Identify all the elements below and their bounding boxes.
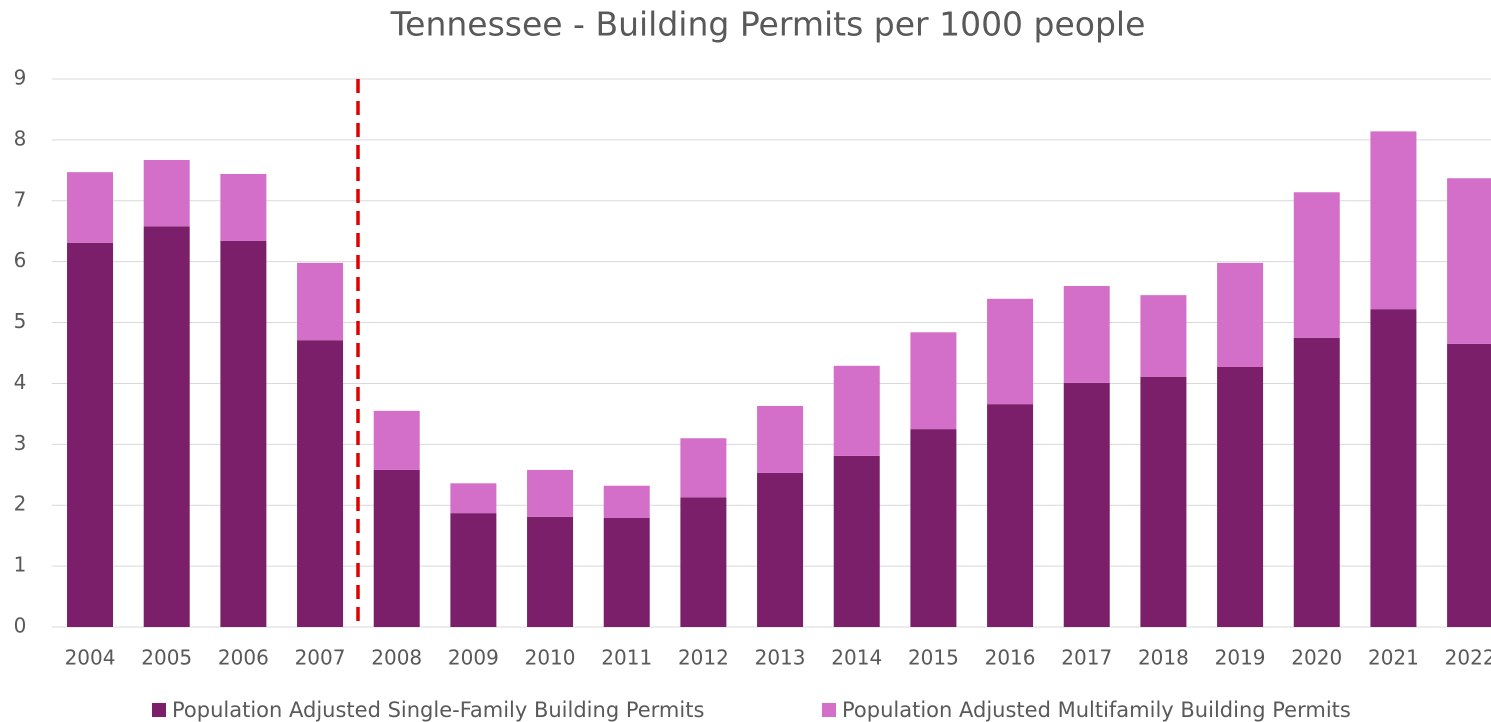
bar-segment	[680, 497, 727, 627]
y-tick-label: 1	[14, 553, 27, 577]
bar-segment	[603, 518, 650, 627]
x-tick-label: 2010	[525, 646, 576, 670]
bar-segment	[1293, 337, 1340, 627]
bar-segment	[603, 485, 650, 519]
bar-segment	[373, 469, 420, 627]
bar-segment	[143, 159, 190, 227]
bar-segment	[1370, 309, 1417, 627]
y-tick-label: 7	[14, 187, 27, 211]
y-tick-label: 0	[14, 614, 27, 638]
y-tick-label: 8	[14, 126, 27, 150]
bar-segment	[1063, 382, 1110, 627]
bar-segment	[220, 240, 267, 627]
x-tick-label: 2008	[371, 646, 422, 670]
bars	[67, 131, 1491, 627]
bar-segment	[910, 429, 957, 627]
bar-segment	[450, 483, 497, 514]
x-tick-label: 2005	[141, 646, 192, 670]
bar-segment	[527, 516, 574, 627]
y-tick-label: 3	[14, 431, 27, 455]
x-tick-label: 2018	[1138, 646, 1189, 670]
y-tick-label: 2	[14, 492, 27, 516]
bar-segment	[220, 173, 267, 241]
bar-segment	[67, 242, 114, 627]
x-tick-label: 2019	[1215, 646, 1266, 670]
bar-segment	[297, 262, 344, 341]
x-tick-label: 2016	[985, 646, 1036, 670]
labels: 0 1 2 3 4 5 6 7 8 9 2004 2005 2006 2007 2008 2009 2010 20…	[14, 66, 1491, 670]
y-tick-label: 4	[14, 370, 27, 394]
bar-segment	[833, 455, 880, 627]
bar-segment	[680, 438, 727, 498]
bar-segment	[527, 469, 574, 517]
bar-segment	[373, 410, 420, 470]
x-tick-label: 2011	[601, 646, 652, 670]
legend-swatch	[152, 703, 166, 717]
bar-segment	[143, 226, 190, 627]
x-tick-label: 2022	[1445, 646, 1491, 670]
bar-segment	[67, 172, 114, 243]
x-tick-label: 2017	[1061, 646, 1112, 670]
x-tick-label: 2015	[908, 646, 959, 670]
y-tick-label: 5	[14, 309, 27, 333]
bar-segment	[910, 332, 957, 430]
x-tick-label: 2012	[678, 646, 729, 670]
bar-segment	[987, 298, 1034, 405]
bar-segment	[1447, 343, 1491, 627]
bar-segment	[1140, 295, 1187, 377]
x-tick-label: 2021	[1368, 646, 1419, 670]
x-tick-label: 2007	[295, 646, 346, 670]
bar-segment	[1063, 286, 1110, 383]
x-tick-label: 2014	[831, 646, 882, 670]
y-tick-label: 6	[14, 248, 27, 272]
bar-segment	[1293, 192, 1340, 338]
bar-segment	[1217, 262, 1264, 368]
bar-segment	[1447, 178, 1491, 344]
bar-segment	[1370, 131, 1417, 310]
x-tick-label: 2004	[65, 646, 116, 670]
bar-segment	[757, 405, 804, 473]
y-tick-label: 9	[14, 66, 27, 90]
bar-segment	[833, 365, 880, 456]
bar-segment	[1140, 376, 1187, 627]
legend-label: Population Adjusted Single-Family Buildi…	[172, 698, 704, 722]
bar-segment	[297, 340, 344, 627]
x-tick-label: 2013	[755, 646, 806, 670]
x-tick-label: 2020	[1291, 646, 1342, 670]
bar-segment	[450, 513, 497, 627]
bar-segment	[987, 404, 1034, 627]
x-tick-label: 2006	[218, 646, 269, 670]
grid	[51, 78, 1491, 628]
legend-swatch	[822, 703, 836, 717]
bar-segment	[1217, 367, 1264, 627]
legend: Population Adjusted Single-Family Buildi…	[152, 698, 1351, 722]
chart-title: Tennessee - Building Permits per 1000 pe…	[390, 5, 1146, 44]
bar-segment	[757, 472, 804, 627]
legend-label: Population Adjusted Multifamily Building…	[842, 698, 1351, 722]
x-tick-label: 2009	[448, 646, 499, 670]
